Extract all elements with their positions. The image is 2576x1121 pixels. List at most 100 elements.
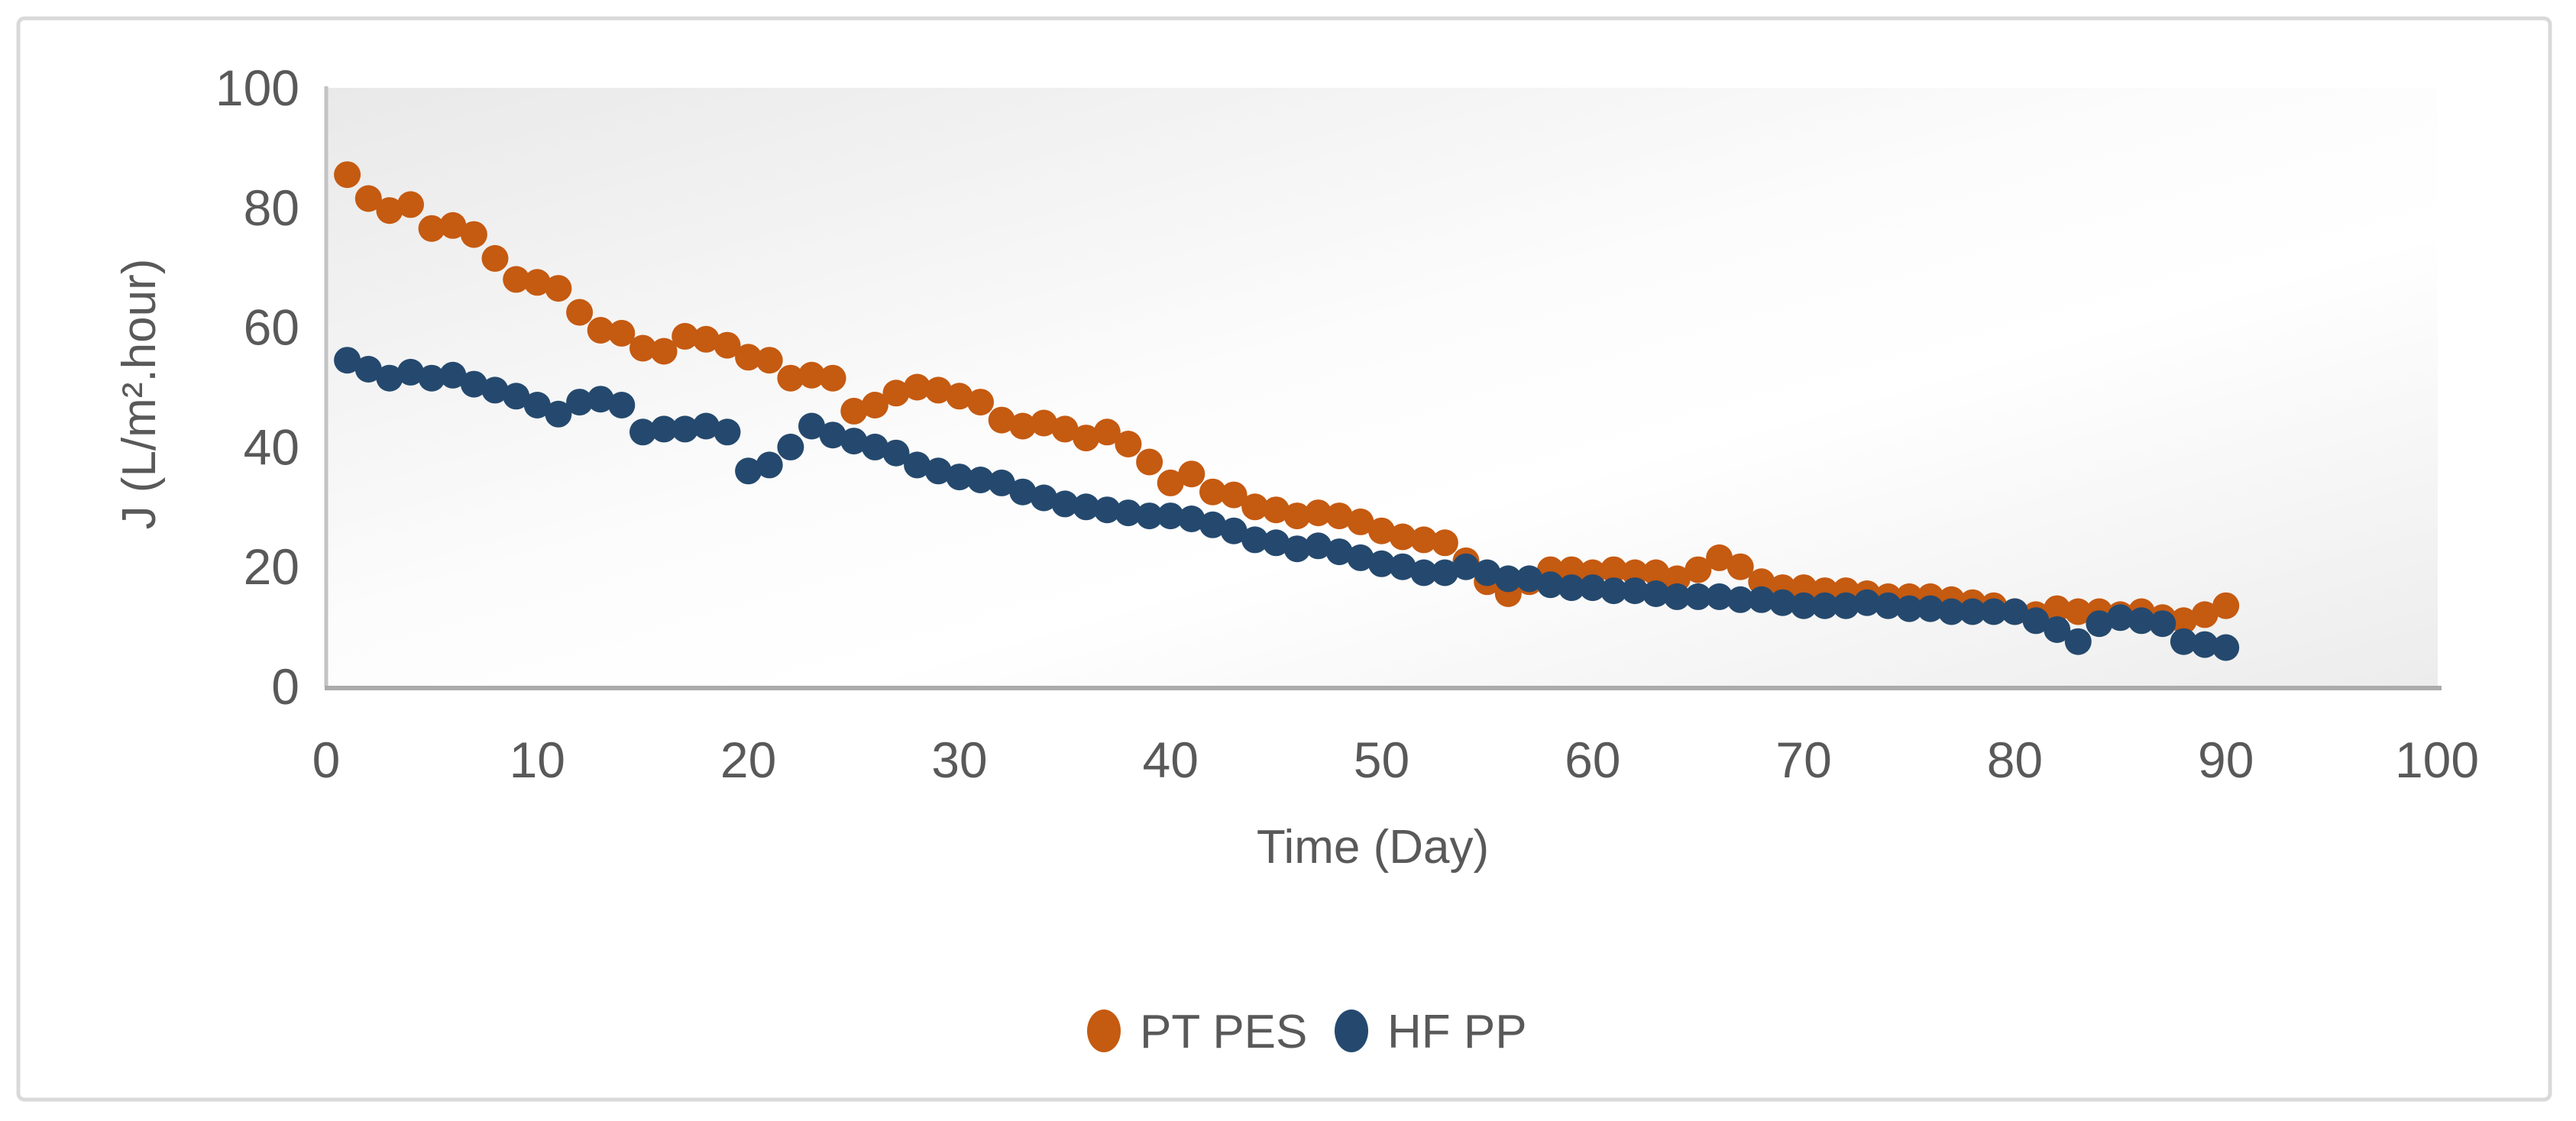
data-point-hf-pp xyxy=(566,389,594,416)
data-point-hf-pp xyxy=(1642,580,1670,607)
data-point-hf-pp xyxy=(1030,484,1057,512)
data-point-pt-pes xyxy=(608,319,636,347)
x-tick-label: 30 xyxy=(931,732,987,788)
x-tick-label: 10 xyxy=(510,732,565,788)
data-point-hf-pp xyxy=(1093,496,1121,524)
data-point-pt-pes xyxy=(904,373,931,401)
data-point-hf-pp xyxy=(756,451,783,479)
data-point-hf-pp xyxy=(1220,517,1248,544)
data-point-hf-pp xyxy=(1980,598,2008,625)
data-point-pt-pes xyxy=(1009,412,1037,440)
y-axis-title: J (L/m².hour) xyxy=(113,259,166,530)
data-point-pt-pes xyxy=(672,322,699,350)
data-point-pt-pes xyxy=(861,392,888,418)
data-point-hf-pp xyxy=(587,386,614,413)
x-tick-label: 0 xyxy=(312,732,341,788)
data-point-pt-pes xyxy=(1030,409,1057,437)
data-point-hf-pp xyxy=(1431,559,1458,586)
data-point-hf-pp xyxy=(946,464,973,491)
data-point-hf-pp xyxy=(1347,544,1374,571)
data-point-hf-pp xyxy=(397,358,424,386)
data-point-hf-pp xyxy=(1452,553,1480,580)
data-point-hf-pp xyxy=(2086,610,2113,638)
data-point-hf-pp xyxy=(418,364,445,392)
data-point-pt-pes xyxy=(566,299,594,326)
data-point-pt-pes xyxy=(2212,592,2240,619)
data-point-pt-pes xyxy=(587,317,614,344)
data-point-hf-pp xyxy=(1325,538,1353,566)
data-point-hf-pp xyxy=(1832,592,1859,619)
data-point-hf-pp xyxy=(1073,493,1100,521)
data-point-hf-pp xyxy=(1115,499,1142,527)
plot-area xyxy=(328,88,2438,686)
data-point-pt-pes xyxy=(882,380,910,407)
data-point-hf-pp xyxy=(1368,550,1395,577)
data-point-hf-pp xyxy=(2107,604,2134,632)
data-point-hf-pp xyxy=(2212,634,2240,661)
legend-label-hf-pp: HF PP xyxy=(1387,1006,1527,1058)
data-point-hf-pp xyxy=(1875,592,1902,619)
data-point-hf-pp xyxy=(1959,598,1986,625)
data-point-pt-pes xyxy=(2170,607,2197,635)
x-axis-tick-labels: 0 10 20 30 40 50 60 70 80 90 100 xyxy=(312,732,2479,788)
data-point-hf-pp xyxy=(1283,535,1311,563)
data-point-pt-pes xyxy=(1305,499,1332,527)
data-point-pt-pes xyxy=(1706,544,1733,571)
data-point-hf-pp xyxy=(1727,586,1754,613)
data-point-hf-pp xyxy=(608,392,636,418)
data-point-hf-pp xyxy=(1621,577,1649,605)
data-point-pt-pes xyxy=(629,334,656,362)
data-point-hf-pp xyxy=(1769,589,1796,616)
data-point-hf-pp xyxy=(1157,502,1184,530)
data-point-hf-pp xyxy=(2191,631,2218,658)
x-axis-title: Time (Day) xyxy=(1257,821,1489,874)
data-point-hf-pp xyxy=(1305,532,1332,560)
data-point-pt-pes xyxy=(2064,598,2092,625)
data-point-hf-pp xyxy=(1199,511,1226,538)
data-point-pt-pes xyxy=(1093,418,1121,446)
data-point-pt-pes xyxy=(545,275,572,302)
data-point-hf-pp xyxy=(354,356,382,383)
data-point-hf-pp xyxy=(2044,616,2071,643)
data-point-hf-pp xyxy=(1051,490,1079,518)
data-point-hf-pp xyxy=(545,400,572,428)
data-point-hf-pp xyxy=(777,433,804,460)
data-point-hf-pp xyxy=(1558,574,1585,602)
x-tick-label: 100 xyxy=(2395,732,2479,788)
data-point-hf-pp xyxy=(1494,565,1522,593)
data-point-hf-pp xyxy=(2001,598,2028,625)
data-point-pt-pes xyxy=(692,325,720,353)
x-tick-label: 60 xyxy=(1565,732,1620,788)
legend: PT PES HF PP xyxy=(1087,1006,1527,1058)
data-point-pt-pes xyxy=(967,389,994,416)
data-point-hf-pp xyxy=(1895,595,1923,622)
data-point-hf-pp xyxy=(1262,529,1290,557)
data-point-hf-pp xyxy=(1917,595,1944,622)
y-tick-label: 100 xyxy=(215,60,299,116)
data-point-pt-pes xyxy=(2191,601,2218,628)
data-point-pt-pes xyxy=(1410,526,1438,554)
data-point-hf-pp xyxy=(672,415,699,443)
data-point-hf-pp xyxy=(1663,583,1691,610)
data-point-pt-pes xyxy=(1262,496,1290,524)
data-point-pt-pes xyxy=(376,197,403,225)
data-point-pt-pes xyxy=(1642,559,1670,586)
data-point-pt-pes xyxy=(523,269,551,296)
data-point-pt-pes xyxy=(1283,502,1311,530)
x-tick-label: 40 xyxy=(1142,732,1198,788)
y-axis-tick-labels: 0 20 40 60 80 100 xyxy=(215,60,299,715)
data-point-pt-pes xyxy=(1178,460,1205,488)
y-tick-label: 80 xyxy=(244,179,299,236)
data-point-pt-pes xyxy=(2044,595,2071,622)
data-point-hf-pp xyxy=(1178,506,1205,532)
series-hf-pp xyxy=(334,347,2240,661)
data-point-hf-pp xyxy=(861,433,888,460)
x-tick-label: 70 xyxy=(1775,732,1831,788)
data-point-hf-pp xyxy=(1748,586,1775,613)
data-point-hf-pp xyxy=(882,439,910,467)
data-point-hf-pp xyxy=(1537,571,1564,599)
data-point-pt-pes xyxy=(946,383,973,410)
data-point-hf-pp xyxy=(523,392,551,418)
data-point-hf-pp xyxy=(650,415,678,443)
data-point-hf-pp xyxy=(2128,607,2155,635)
